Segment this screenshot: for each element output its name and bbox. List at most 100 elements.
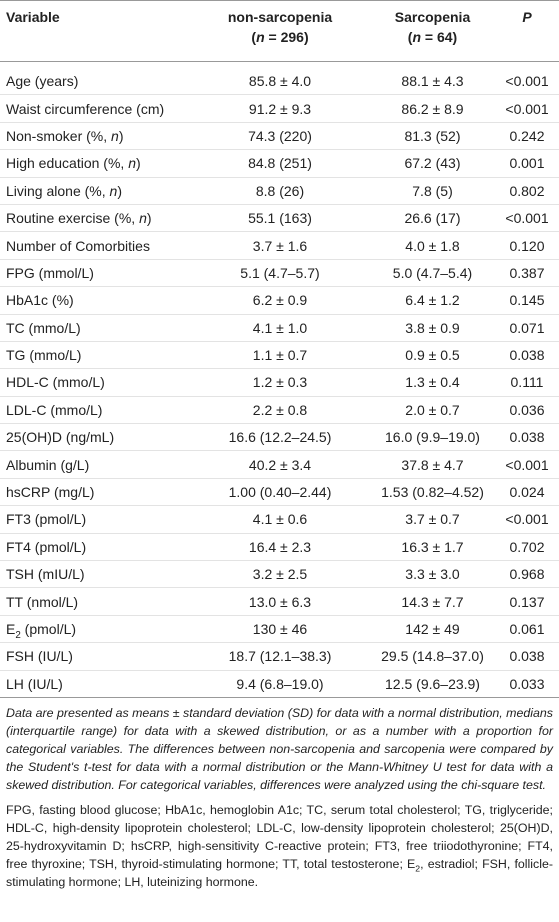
- text-segment: (: [407, 29, 413, 45]
- value-cell: 5.0 (4.7–5.4): [370, 259, 495, 288]
- p-value-cell: 0.137: [495, 587, 559, 616]
- value-cell: 2.0 ± 0.7: [370, 396, 495, 425]
- value-cell: 29.5 (14.8–37.0): [370, 642, 495, 671]
- value-cell: 3.8 ± 0.9: [370, 314, 495, 342]
- value-cell: 16.0 (9.9–19.0): [370, 423, 495, 452]
- p-label: P: [522, 9, 532, 25]
- value-cell: 3.7 ± 1.6: [190, 231, 370, 260]
- table-row: FPG (mmol/L) 5.1 (4.7–5.7) 5.0 (4.7–5.4) 0.…: [0, 259, 559, 288]
- value-cell: 37.8 ± 4.7: [370, 450, 495, 479]
- value-cell: 3.2 ± 2.5: [190, 560, 370, 589]
- footnote: Data are presented as means ± standard d…: [6, 705, 553, 792]
- variable-cell: TG (mmo/L): [0, 341, 190, 370]
- table-header: Variable non-sarcopenia (n = 296) Sarcope…: [0, 0, 559, 62]
- p-value-cell: 0.968: [495, 560, 559, 589]
- value-cell: 1.00 (0.40–2.44): [190, 478, 370, 507]
- text-segment: n: [256, 29, 265, 45]
- value-cell: 85.8 ± 4.0: [190, 61, 370, 96]
- table-row: FSH (IU/L) 18.7 (12.1–38.3) 29.5 (14.8–37.…: [0, 642, 559, 671]
- table-row: E2 (pmol/L) 130 ± 46 142 ± 49 0.061: [0, 615, 559, 644]
- header-variable: Variable: [0, 0, 190, 62]
- header-row: Variable non-sarcopenia (n = 296) Sarcope…: [0, 0, 559, 62]
- variable-cell: Number of Comorbities: [0, 231, 190, 260]
- p-value-cell: 0.802: [495, 177, 559, 205]
- table-row: Living alone (%, n) 8.8 (26) 7.8 (5) 0.802: [0, 177, 559, 205]
- value-cell: 142 ± 49: [370, 615, 495, 644]
- p-value-cell: <0.001: [495, 204, 559, 233]
- value-cell: 86.2 ± 8.9: [370, 94, 495, 123]
- variable-cell: Waist circumference (cm): [0, 94, 190, 123]
- value-cell: 1.1 ± 0.7: [190, 341, 370, 370]
- text-segment: , estradiol; FSH, follicle-stimulating h…: [6, 856, 554, 889]
- value-cell: 16.6 (12.2–24.5): [190, 423, 370, 452]
- variable-cell: Albumin (g/L): [0, 450, 190, 479]
- text-segment: E: [6, 621, 16, 637]
- value-cell: 1.53 (0.82–4.52): [370, 478, 495, 507]
- p-value-cell: <0.001: [495, 505, 559, 534]
- value-cell: 40.2 ± 3.4: [190, 450, 370, 479]
- text-segment: n: [109, 182, 118, 199]
- p-value-cell: 0.001: [495, 149, 559, 178]
- value-cell: 4.0 ± 1.8: [370, 231, 495, 260]
- footnotes: Data are presented as means ± standard d…: [0, 698, 559, 891]
- text-segment: 2: [415, 863, 421, 874]
- text-segment: ): [146, 210, 152, 227]
- p-value-cell: 0.145: [495, 286, 559, 315]
- text-segment: Non-smoker (%,: [6, 127, 112, 144]
- value-cell: 12.5 (9.6–23.9): [370, 670, 495, 698]
- text-segment: FPG, fasting blood glucose; HbA1c, hemog…: [6, 802, 553, 871]
- table-row: Waist circumference (cm) 91.2 ± 9.3 86.2 ±…: [0, 94, 559, 123]
- group-n: (n = 64): [374, 27, 491, 47]
- p-value-cell: 0.071: [495, 314, 559, 342]
- table-row: HbA1c (%) 6.2 ± 0.9 6.4 ± 1.2 0.145: [0, 286, 559, 315]
- text-segment: High education (%,: [6, 155, 129, 172]
- value-cell: 6.4 ± 1.2: [370, 286, 495, 315]
- text-segment: 2: [15, 629, 21, 641]
- text-segment: ): [135, 155, 141, 172]
- variable-cell: HDL-C (mmo/L): [0, 368, 190, 397]
- table-row: hsCRP (mg/L) 1.00 (0.40–2.44) 1.53 (0.82–4…: [0, 478, 559, 507]
- table-row: TG (mmo/L) 1.1 ± 0.7 0.9 ± 0.5 0.038: [0, 341, 559, 370]
- table-row: Number of Comorbities 3.7 ± 1.6 4.0 ± 1.8 0…: [0, 231, 559, 260]
- variable-cell: FT4 (pmol/L): [0, 533, 190, 562]
- table-row: FT4 (pmol/L) 16.4 ± 2.3 16.3 ± 1.7 0.702: [0, 533, 559, 562]
- group-name: non-sarcopenia: [227, 9, 333, 25]
- p-value-cell: <0.001: [495, 61, 559, 96]
- value-cell: 1.2 ± 0.3: [190, 368, 370, 397]
- value-cell: 13.0 ± 6.3: [190, 587, 370, 616]
- text-segment: Living alone (%,: [6, 182, 110, 199]
- value-cell: 3.3 ± 3.0: [370, 560, 495, 589]
- value-cell: 18.7 (12.1–38.3): [190, 642, 370, 671]
- header-p: P: [495, 0, 559, 62]
- p-value-cell: 0.387: [495, 259, 559, 288]
- group-n: (n = 296): [194, 27, 366, 47]
- value-cell: 67.2 (43): [370, 149, 495, 178]
- value-cell: 4.1 ± 0.6: [190, 505, 370, 534]
- variable-cell: FT3 (pmol/L): [0, 505, 190, 534]
- text-segment: ): [117, 182, 122, 199]
- table-row: Age (years) 85.8 ± 4.0 88.1 ± 4.3 <0.001: [0, 61, 559, 96]
- value-cell: 0.9 ± 0.5: [370, 341, 495, 370]
- p-value-cell: 0.038: [495, 642, 559, 671]
- variable-cell: High education (%, n): [0, 149, 190, 178]
- value-cell: 4.1 ± 1.0: [190, 314, 370, 342]
- p-value-cell: 0.242: [495, 122, 559, 151]
- table-row: TC (mmo/L) 4.1 ± 1.0 3.8 ± 0.9 0.071: [0, 314, 559, 342]
- value-cell: 91.2 ± 9.3: [190, 94, 370, 123]
- table-row: TT (nmol/L) 13.0 ± 6.3 14.3 ± 7.7 0.137: [0, 587, 559, 616]
- table-row: Non-smoker (%, n) 74.3 (220) 81.3 (52) 0.24…: [0, 122, 559, 151]
- value-cell: 7.8 (5): [370, 177, 495, 205]
- group-name: Sarcopenia: [394, 9, 471, 25]
- p-value-cell: 0.038: [495, 341, 559, 370]
- variable-cell: FPG (mmol/L): [0, 259, 190, 288]
- p-value-cell: 0.036: [495, 396, 559, 425]
- value-cell: 16.4 ± 2.3: [190, 533, 370, 562]
- value-cell: 81.3 (52): [370, 122, 495, 151]
- value-cell: 2.2 ± 0.8: [190, 396, 370, 425]
- table-row: LDL-C (mmo/L) 2.2 ± 0.8 2.0 ± 0.7 0.036: [0, 396, 559, 425]
- text-segment: = 64): [421, 29, 458, 45]
- value-cell: 84.8 (251): [190, 149, 370, 178]
- variable-cell: 25(OH)D (ng/mL): [0, 423, 190, 452]
- variable-cell: TSH (mIU/L): [0, 560, 190, 589]
